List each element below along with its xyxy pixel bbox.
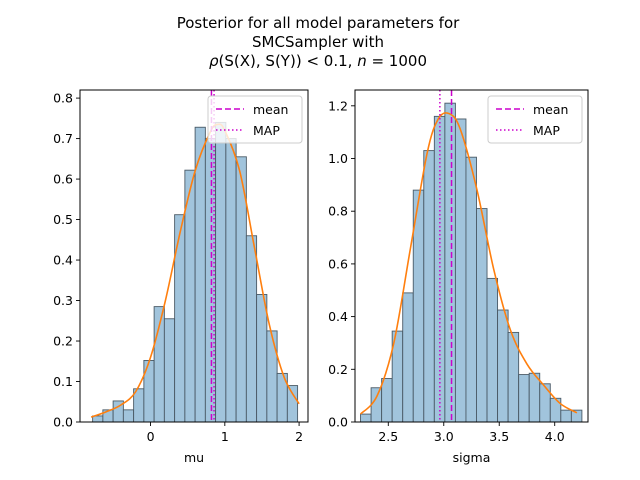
sigma-x-tick-label: 3.5 xyxy=(489,429,509,444)
mu-x-tick-label: 1 xyxy=(221,429,229,444)
figure-title: Posterior for all model parameters for S… xyxy=(177,14,460,70)
mu-histogram-bar xyxy=(122,409,135,423)
mu-histogram-bar xyxy=(215,121,227,423)
sigma-histogram-bar xyxy=(528,372,541,423)
mu-y-tick-label: 0.4 xyxy=(53,253,73,268)
mu-histogram-bar xyxy=(245,235,258,423)
sigma-histogram-bar xyxy=(560,409,572,423)
sigma-histogram-bar xyxy=(370,387,383,423)
sigma-histogram-bar xyxy=(444,102,456,423)
sigma-x-tick-label: 3.0 xyxy=(434,429,454,444)
subplot-mu: 0 1 2 0.0 0.1 0.2 0.3 0.4 0.5 0.6 0.7 0.8 mu mean … xyxy=(53,89,309,465)
sigma-histogram-bar xyxy=(454,118,467,423)
mu-x-axis-label: mu xyxy=(184,450,204,465)
sigma-legend-box xyxy=(487,95,583,144)
sigma-histogram-bar xyxy=(381,378,393,423)
title-line-2: SMCSampler with xyxy=(252,33,384,51)
mu-histogram-bar xyxy=(194,126,206,423)
mu-histogram-bar xyxy=(225,138,237,423)
sigma-x-axis-label: sigma xyxy=(453,450,491,465)
title-line-3: ρ(S(X), S(Y)) < 0.1, n = 1000 xyxy=(209,52,427,70)
sigma-kde-curve xyxy=(359,112,578,415)
mu-y-tick-label: 0.6 xyxy=(53,172,73,187)
sigma-y-ticks: 0.0 0.2 0.4 0.6 0.8 1.0 1.2 xyxy=(328,98,355,430)
title-rho: ρ xyxy=(209,52,219,70)
mu-axes-frame xyxy=(79,89,309,423)
mu-legend: mean MAP xyxy=(207,95,303,144)
sigma-x-tick-label: 4.0 xyxy=(545,429,565,444)
sigma-histogram-bar xyxy=(486,277,499,423)
title-expr: (S(X), S(Y)) < 0.1, xyxy=(219,52,358,70)
mu-y-tick-label: 0.3 xyxy=(53,293,73,308)
sigma-y-tick-label: 0.0 xyxy=(328,415,348,430)
sigma-histogram-bar xyxy=(497,309,509,423)
sigma-histogram-bar xyxy=(360,413,372,423)
sigma-x-ticks: 2.5 3.0 3.5 4.0 xyxy=(378,422,565,444)
mu-y-tick-label: 0.7 xyxy=(53,131,73,146)
title-eq: = 1000 xyxy=(367,52,427,70)
mu-histogram-bar xyxy=(256,294,268,423)
sigma-y-tick-label: 1.0 xyxy=(328,151,348,166)
sigma-legend-mean-label: mean xyxy=(533,102,568,117)
mu-histogram-bar xyxy=(266,330,278,423)
title-line-1: Posterior for all model parameters for xyxy=(177,14,460,32)
sigma-histogram-bars xyxy=(360,102,583,423)
mu-y-tick-label: 0.5 xyxy=(53,212,73,227)
mu-y-tick-label: 0.8 xyxy=(53,91,73,106)
mu-histogram-bar xyxy=(174,214,186,423)
sigma-y-tick-label: 0.6 xyxy=(328,256,348,271)
sigma-histogram-bar xyxy=(476,208,488,423)
sigma-histogram-bar xyxy=(518,374,530,423)
sigma-histogram-bar xyxy=(465,156,477,423)
sigma-axes-frame xyxy=(354,89,589,423)
sigma-y-tick-label: 0.4 xyxy=(328,309,348,324)
mu-y-tick-label: 0.1 xyxy=(53,374,73,389)
sigma-histogram-bar xyxy=(423,150,435,423)
sigma-legend-map-label: MAP xyxy=(533,123,560,138)
sigma-legend: mean MAP xyxy=(487,95,583,144)
mu-y-tick-label: 0.0 xyxy=(53,415,73,430)
title-n: n xyxy=(357,52,367,70)
sigma-y-tick-label: 0.2 xyxy=(328,362,348,377)
mu-legend-box xyxy=(207,95,303,144)
sigma-histogram-bar xyxy=(402,292,414,423)
sigma-x-tick-label: 2.5 xyxy=(378,429,398,444)
sigma-histogram-bar xyxy=(539,383,551,423)
mu-histogram-bars xyxy=(92,121,299,423)
sigma-y-tick-label: 0.8 xyxy=(328,204,348,219)
mu-legend-mean-label: mean xyxy=(253,102,288,117)
mu-y-tick-label: 0.2 xyxy=(53,334,73,349)
mu-kde-curve xyxy=(90,123,300,418)
sigma-y-tick-label: 1.2 xyxy=(328,98,348,113)
subplot-sigma: 2.5 3.0 3.5 4.0 0.0 0.2 0.4 0.6 0.8 1.0 1.2 sigma… xyxy=(328,89,589,465)
mu-x-ticks: 0 1 2 xyxy=(147,422,303,444)
mu-y-ticks: 0.0 0.1 0.2 0.3 0.4 0.5 0.6 0.7 0.8 xyxy=(53,91,80,430)
mu-legend-map-label: MAP xyxy=(253,123,280,138)
mu-x-tick-label: 2 xyxy=(295,429,303,444)
mu-histogram-bar xyxy=(286,385,299,423)
mu-histogram-bar xyxy=(163,318,176,423)
mu-x-tick-label: 0 xyxy=(147,429,155,444)
